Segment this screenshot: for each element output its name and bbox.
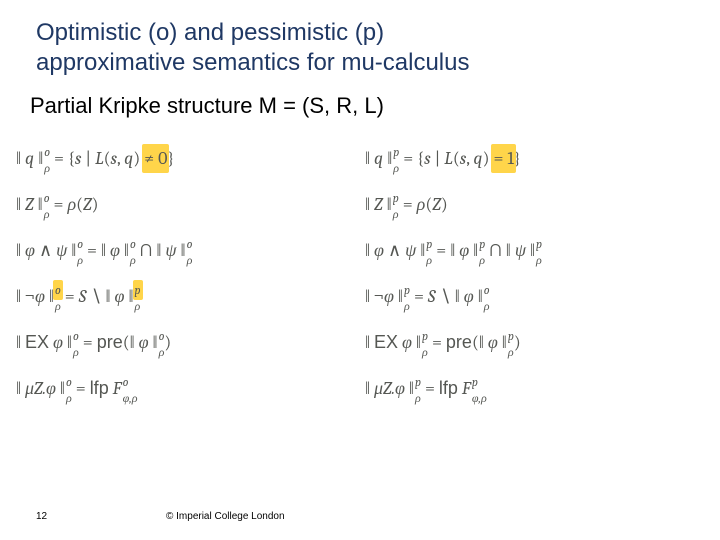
- eq-o-ex: ‖ EX φ ‖oρ = pre(‖ φ ‖oρ): [16, 332, 335, 356]
- eq-p-q: ‖ q ‖pρ = {s | L(s, q) = 1}: [365, 148, 684, 172]
- eq-p-Z: ‖ Z ‖pρ = ρ(Z): [365, 194, 684, 218]
- equations-columns: ‖ q ‖oρ = {s | L(s, q) ≠ 0} ‖ Z ‖oρ = ρ(…: [16, 130, 684, 424]
- slide-subtitle: Partial Kripke structure M = (S, R, L): [30, 92, 684, 120]
- eq-o-neg: ‖ ¬φ ‖oρ = S ∖ ‖ φ ‖pρ: [16, 286, 335, 310]
- slide: Optimistic (o) and pessimistic (p) appro…: [0, 0, 720, 540]
- copyright-text: © Imperial College London: [166, 511, 285, 522]
- left-column: ‖ q ‖oρ = {s | L(s, q) ≠ 0} ‖ Z ‖oρ = ρ(…: [16, 130, 335, 424]
- eq-p-mu: ‖ μZ.φ ‖pρ = lfp Fpφ,ρ: [365, 378, 684, 402]
- eq-o-and: ‖ φ ∧ ψ ‖oρ = ‖ φ ‖oρ ∩ ‖ ψ ‖oρ: [16, 240, 335, 264]
- eq-o-q: ‖ q ‖oρ = {s | L(s, q) ≠ 0}: [16, 148, 335, 172]
- eq-p-ex: ‖ EX φ ‖pρ = pre(‖ φ ‖pρ): [365, 332, 684, 356]
- eq-p-and: ‖ φ ∧ ψ ‖pρ = ‖ φ ‖pρ ∩ ‖ ψ ‖pρ: [365, 240, 684, 264]
- title-line-2: approximative semantics for mu-calculus: [36, 49, 470, 76]
- right-column: ‖ q ‖pρ = {s | L(s, q) = 1} ‖ Z ‖pρ = ρ(…: [365, 130, 684, 424]
- slide-title: Optimistic (o) and pessimistic (p) appro…: [36, 18, 684, 78]
- eq-o-mu: ‖ μZ.φ ‖oρ = lfp Foφ,ρ: [16, 378, 335, 402]
- slide-footer: 12 © Imperial College London: [36, 511, 684, 522]
- page-number: 12: [36, 511, 166, 522]
- eq-p-neg: ‖ ¬φ ‖pρ = S ∖ ‖ φ ‖oρ: [365, 286, 684, 310]
- eq-o-Z: ‖ Z ‖oρ = ρ(Z): [16, 194, 335, 218]
- title-line-1: Optimistic (o) and pessimistic (p): [36, 19, 384, 46]
